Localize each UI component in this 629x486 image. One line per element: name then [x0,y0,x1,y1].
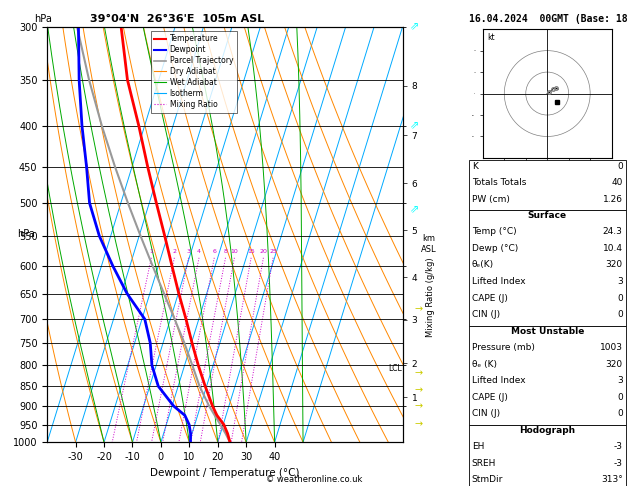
Text: 320: 320 [606,260,623,270]
Text: Surface: Surface [528,211,567,220]
Text: 320: 320 [606,360,623,369]
Text: CIN (J): CIN (J) [472,409,500,418]
Text: -3: -3 [614,459,623,468]
Text: 1: 1 [150,249,153,254]
Text: hPa: hPa [17,229,35,240]
Legend: Temperature, Dewpoint, Parcel Trajectory, Dry Adiabat, Wet Adiabat, Isotherm, Mi: Temperature, Dewpoint, Parcel Trajectory… [150,31,237,113]
Text: 10: 10 [231,249,238,254]
Text: K: K [472,162,477,171]
Text: 40: 40 [611,178,623,188]
Y-axis label: km
ASL: km ASL [421,235,437,254]
Text: Lifted Index: Lifted Index [472,376,525,385]
Text: 6: 6 [213,249,216,254]
Text: CAPE (J): CAPE (J) [472,393,508,402]
Text: Hodograph: Hodograph [519,426,576,435]
Text: 1.26: 1.26 [603,195,623,204]
Text: PW (cm): PW (cm) [472,195,509,204]
Text: 4: 4 [197,249,201,254]
Text: →: → [415,385,422,395]
Text: EH: EH [472,442,484,451]
Text: 20: 20 [259,249,267,254]
Text: 10.4: 10.4 [603,244,623,253]
Text: 24.3: 24.3 [603,227,623,237]
Text: →: → [415,369,422,379]
Text: θₑ (K): θₑ (K) [472,360,497,369]
Text: Mixing Ratio (g/kg): Mixing Ratio (g/kg) [426,257,435,337]
Text: ⇗: ⇗ [411,205,420,215]
Text: kt: kt [487,33,495,42]
Text: 0: 0 [617,409,623,418]
Text: 15: 15 [247,249,255,254]
Text: ⇗: ⇗ [411,22,420,32]
Text: 39°04'N  26°36'E  105m ASL: 39°04'N 26°36'E 105m ASL [90,14,264,24]
Text: 0: 0 [617,393,623,402]
Text: 0: 0 [617,310,623,319]
Text: 3: 3 [617,277,623,286]
Text: Pressure (mb): Pressure (mb) [472,343,535,352]
Text: 313°: 313° [601,475,623,485]
Text: →: → [415,419,422,430]
X-axis label: Dewpoint / Temperature (°C): Dewpoint / Temperature (°C) [150,468,299,478]
Text: 0: 0 [617,294,623,303]
Text: 8: 8 [223,249,228,254]
Text: →: → [415,401,422,411]
Text: Most Unstable: Most Unstable [511,327,584,336]
Text: θₑ(K): θₑ(K) [472,260,494,270]
Text: SREH: SREH [472,459,496,468]
Text: Lifted Index: Lifted Index [472,277,525,286]
Text: CAPE (J): CAPE (J) [472,294,508,303]
Text: -3: -3 [614,442,623,451]
Text: 0: 0 [617,162,623,171]
Text: StmDir: StmDir [472,475,503,485]
Text: 3: 3 [617,376,623,385]
Text: 1003: 1003 [599,343,623,352]
Text: hPa: hPa [35,14,52,24]
Text: ⇗: ⇗ [411,121,420,131]
Text: CIN (J): CIN (J) [472,310,500,319]
Text: Temp (°C): Temp (°C) [472,227,516,237]
Text: Totals Totals: Totals Totals [472,178,526,188]
Text: Dewp (°C): Dewp (°C) [472,244,518,253]
Text: 16.04.2024  00GMT (Base: 18): 16.04.2024 00GMT (Base: 18) [469,14,629,24]
Text: 25: 25 [269,249,277,254]
Text: 3: 3 [187,249,191,254]
Text: 2: 2 [172,249,176,254]
Text: © weatheronline.co.uk: © weatheronline.co.uk [266,474,363,484]
Text: →: → [415,304,422,314]
Text: LCL: LCL [388,364,402,373]
